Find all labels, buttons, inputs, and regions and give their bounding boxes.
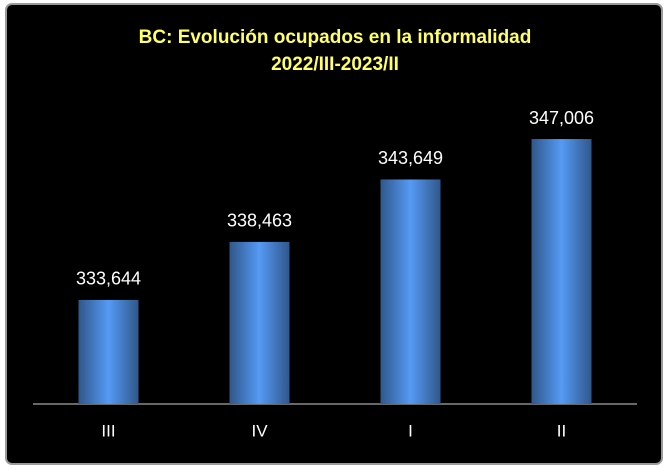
- x-tick-label: IV: [251, 421, 268, 440]
- data-label: 347,006: [529, 108, 594, 128]
- data-label: 343,649: [378, 148, 443, 168]
- bar: [380, 179, 441, 404]
- x-tick-label: III: [101, 421, 115, 440]
- chart-title: BC: Evolución ocupados en la informalida…: [139, 27, 532, 48]
- bar: [229, 241, 290, 404]
- data-label: 338,463: [227, 211, 292, 231]
- x-tick-label: II: [557, 421, 566, 440]
- x-tick-label: I: [408, 421, 413, 440]
- bar: [78, 299, 139, 404]
- chart-subtitle: 2022/III-2023/II: [271, 54, 399, 75]
- chart-background: [5, 3, 663, 465]
- data-label: 333,644: [76, 269, 141, 289]
- bar: [531, 139, 592, 404]
